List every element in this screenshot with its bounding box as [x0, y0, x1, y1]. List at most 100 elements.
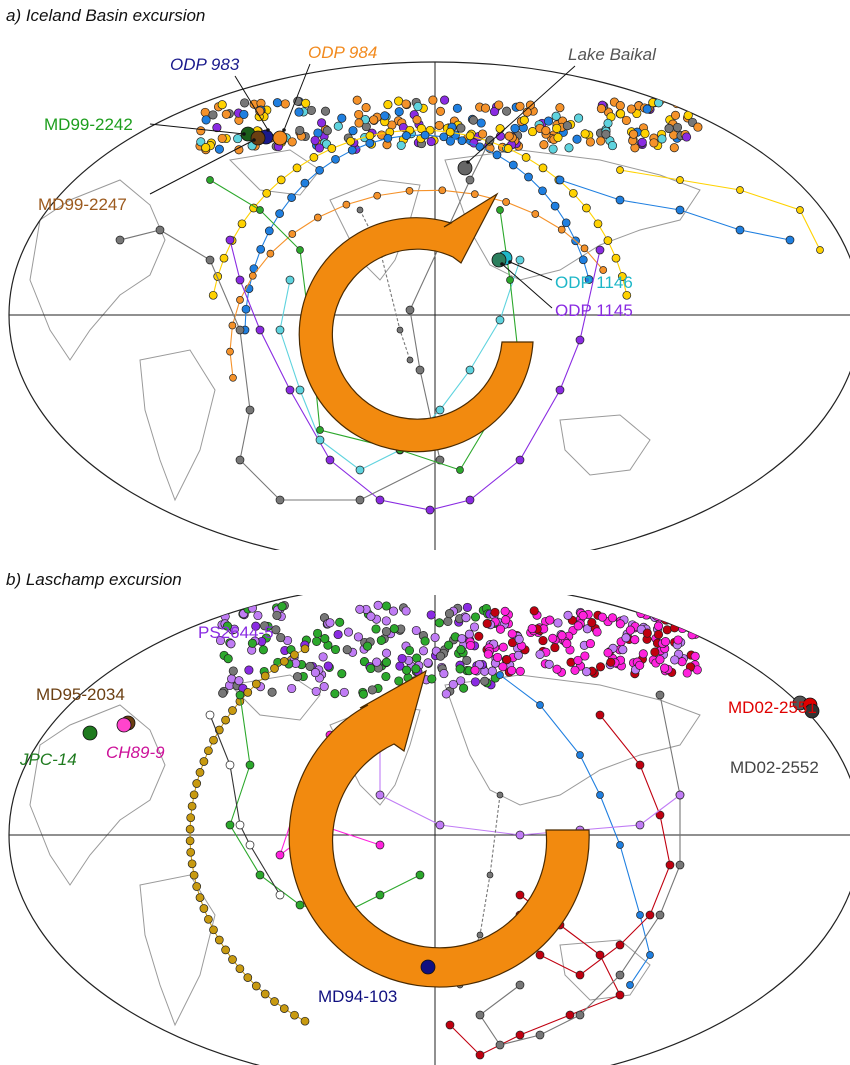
darkred-track-2-point	[515, 890, 525, 900]
ochre-track-point	[228, 955, 237, 964]
md99-2247-track-point	[266, 249, 275, 258]
vgp-point-b	[670, 623, 680, 633]
ochre-track-point	[209, 925, 218, 935]
vgp-point-b	[470, 677, 480, 687]
green-track-b-point	[225, 820, 235, 830]
md99-2242-track-point	[296, 246, 304, 254]
vgp-point-b	[217, 604, 227, 614]
dashed-red-track-point	[496, 791, 504, 799]
vgp-point-b	[587, 618, 597, 628]
white-track-b-point	[205, 710, 215, 720]
odp983-track-point	[347, 145, 357, 155]
vgp-point-b	[553, 618, 563, 628]
odp983-track-point	[524, 172, 533, 182]
vgp-point-b	[330, 689, 340, 699]
md99-2247-track-point	[531, 210, 540, 218]
ochre-track-point	[189, 790, 199, 800]
site-md02-2552	[804, 703, 820, 719]
vgp-point-a	[434, 120, 444, 130]
vgp-point-b	[342, 645, 352, 655]
odp1145-track-point	[255, 325, 265, 335]
vgp-point-b	[642, 628, 652, 638]
gray-track-b-point	[575, 1010, 585, 1020]
md99-2242-track-point	[256, 206, 264, 214]
vgp-point-b	[570, 665, 580, 675]
vgp-point-b	[585, 639, 595, 649]
vgp-point-a	[239, 109, 249, 119]
odp1146-track-point	[315, 435, 325, 445]
odp983-track-point	[256, 244, 266, 254]
east-blue-track-path	[559, 179, 791, 241]
vgp-point-b	[660, 663, 670, 673]
vgp-point-a	[301, 98, 311, 108]
ochre-track-point	[186, 847, 196, 857]
vgp-point-b	[466, 640, 476, 651]
vgp-point-b	[430, 632, 440, 643]
vgp-point-b	[638, 649, 648, 659]
vgp-point-b	[573, 655, 583, 665]
vgp-point-a	[314, 143, 324, 153]
odp1146-track-point	[295, 385, 305, 395]
vgp-point-b	[366, 663, 376, 674]
vgp-point-a	[217, 100, 227, 110]
vgp-point-a	[396, 140, 406, 150]
vgp-point-b	[690, 651, 700, 661]
vgp-point-b	[670, 655, 680, 665]
md99-2247-track-point	[342, 200, 351, 209]
odp983-track-point	[439, 132, 449, 142]
odp984-track-point	[445, 127, 455, 137]
baikal-track-point	[115, 235, 125, 245]
ochre-track-point	[192, 779, 202, 788]
odp1146-track-path	[279, 259, 521, 471]
md99-2242-track-point	[316, 426, 324, 434]
vgp-point-b	[487, 666, 497, 676]
md99-2247-track-point	[470, 190, 479, 198]
vgp-point-b	[578, 611, 588, 621]
ochre-track-point	[185, 824, 195, 834]
east-blue-track-point	[555, 175, 565, 185]
ochre-track-point	[251, 679, 261, 689]
vgp-point-b	[462, 602, 472, 612]
odp983-track-point	[241, 304, 251, 314]
blue-track-b-point	[596, 791, 604, 799]
vgp-point-b	[253, 610, 263, 621]
vgp-point-b	[607, 613, 618, 623]
odp984-track-point	[611, 253, 621, 263]
darkred-track-2-point	[565, 1010, 575, 1020]
vgp-point-b	[388, 606, 399, 616]
vgp-point-b	[501, 615, 511, 625]
odp1145-track-point	[465, 495, 475, 505]
odp1145-track-point	[575, 335, 585, 345]
odp984-track-point	[582, 203, 591, 213]
vgp-point-b	[412, 653, 422, 663]
vgp-point-a	[580, 129, 590, 139]
darkred-track-point	[635, 760, 645, 770]
blue-track-b-path	[499, 674, 651, 986]
vgp-point-a	[440, 95, 450, 105]
vgp-point-a	[572, 134, 582, 144]
vgp-point-a	[539, 140, 549, 150]
vgp-point-a	[504, 131, 514, 141]
vgp-point-b	[426, 610, 436, 620]
ochre-track-point	[199, 904, 209, 913]
vgp-point-a	[562, 121, 572, 131]
vgp-point-a	[551, 111, 561, 121]
vgp-point-a	[616, 109, 626, 119]
ochre-track-point	[243, 688, 253, 697]
vgp-point-b	[367, 685, 377, 695]
site-label-odp-1146: ODP 1146	[555, 273, 633, 292]
coast-line	[559, 414, 651, 476]
leader-line	[149, 139, 255, 195]
vgp-point-a	[692, 97, 702, 107]
green-track-b-point	[415, 870, 425, 880]
baikal-track-point	[465, 175, 475, 185]
vgp-point-b	[670, 613, 680, 623]
vgp-point-b	[439, 669, 449, 679]
vgp-point-a	[294, 107, 304, 117]
vgp-point-b	[615, 619, 625, 629]
vgp-point-b	[603, 648, 613, 658]
vgp-point-b	[358, 689, 368, 699]
vgp-point-b	[402, 665, 412, 675]
md99-2242-track-point	[506, 276, 514, 284]
vgp-point-b	[448, 679, 458, 689]
